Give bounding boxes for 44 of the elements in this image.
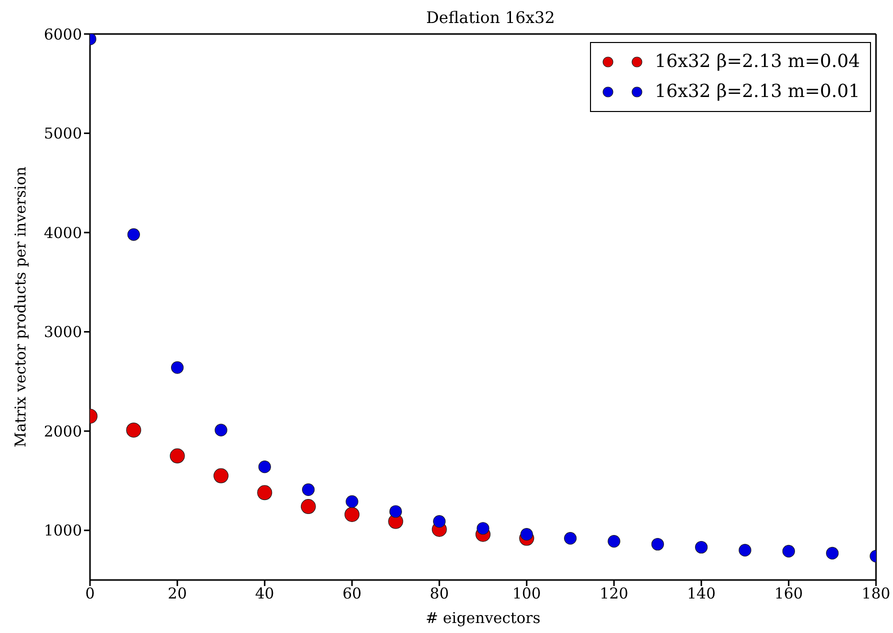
point bbox=[302, 483, 315, 496]
point bbox=[257, 485, 272, 500]
point bbox=[258, 460, 271, 474]
x-axis-title: # eigenvectors bbox=[426, 609, 540, 627]
legend-label: 16x32 β=2.13 m=0.04 bbox=[654, 50, 860, 74]
point bbox=[127, 228, 140, 241]
point bbox=[170, 448, 185, 464]
x-tick-label: 100 bbox=[512, 584, 541, 603]
x-tick-label: 180 bbox=[862, 584, 890, 603]
point bbox=[346, 495, 358, 508]
point bbox=[695, 540, 708, 554]
x-tick-label: 160 bbox=[774, 584, 803, 603]
point bbox=[344, 506, 360, 522]
point bbox=[171, 361, 184, 374]
y-tick-label: 4000 bbox=[44, 224, 82, 242]
y-tick-label: 6000 bbox=[44, 25, 82, 44]
x-tick-label: 0 bbox=[85, 584, 95, 603]
point bbox=[520, 528, 533, 541]
x-tick-label: 80 bbox=[430, 584, 449, 603]
point bbox=[389, 505, 402, 518]
point bbox=[564, 532, 577, 545]
legend-label: 16x32 β=2.13 m=0.01 bbox=[654, 80, 860, 104]
point bbox=[608, 534, 620, 548]
x-tick-label: 60 bbox=[342, 584, 362, 603]
point bbox=[738, 544, 752, 557]
x-tick-label: 40 bbox=[255, 584, 274, 603]
chart-title: Deflation 16x32 bbox=[425, 8, 556, 27]
point bbox=[300, 499, 316, 514]
point bbox=[433, 515, 446, 528]
point bbox=[476, 522, 490, 535]
y-tick-label: 3000 bbox=[44, 323, 82, 342]
y-tick-label: 1000 bbox=[44, 522, 82, 540]
point bbox=[214, 424, 228, 436]
point bbox=[782, 544, 795, 558]
x-tick-label: 20 bbox=[168, 584, 187, 603]
y-tick-label: 2000 bbox=[44, 422, 82, 440]
point bbox=[826, 546, 839, 560]
point bbox=[651, 538, 664, 551]
x-tick-label: 120 bbox=[600, 584, 628, 603]
y-tick-label: 5000 bbox=[44, 124, 82, 143]
x-tick-label: 140 bbox=[687, 584, 716, 603]
point bbox=[214, 468, 228, 484]
point bbox=[126, 422, 142, 438]
y-axis-title: Matrix vector products per inversion bbox=[11, 166, 30, 448]
